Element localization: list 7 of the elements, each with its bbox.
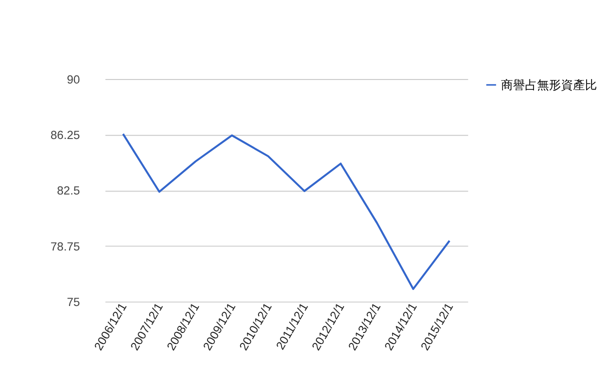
legend-label: 商譽占無形資產比 [500,78,597,92]
y-tick-label: 78.75 [50,240,80,254]
y-tick-label: 86.25 [50,129,80,142]
y-tick-label: 90 [66,73,80,86]
line-series [122,132,450,290]
y-tick-label: 75 [66,296,80,309]
y-tick-label: 82.5 [57,184,80,198]
